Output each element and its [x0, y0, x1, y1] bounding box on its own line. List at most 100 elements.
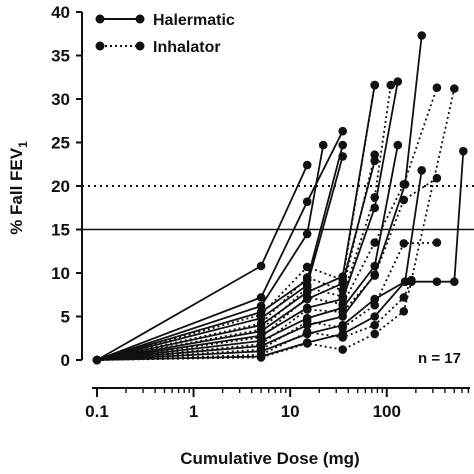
halermatic-point-3-2 [256, 301, 266, 311]
inhalator-point-7-4 [338, 333, 348, 342]
halermatic-line-8 [96, 81, 399, 361]
inhalator-point-7-3 [302, 327, 312, 337]
halermatic-point-11-5 [370, 294, 380, 304]
y-tick-label-25: 25 [51, 134, 70, 153]
inhalator-line-7 [96, 88, 456, 361]
legend-marker-inhalator-2 [135, 41, 145, 51]
halermatic-point-12-7 [432, 277, 442, 287]
inhalator-point-8-1 [92, 355, 102, 365]
inhalator-point-3-4 [338, 292, 348, 301]
y-tick-label-30: 30 [51, 90, 70, 109]
inhalator-line-4 [96, 87, 438, 361]
series-inhalator [92, 80, 459, 365]
halermatic-point-12-8 [450, 277, 459, 287]
x-tick-label-0.1: 0.1 [85, 402, 109, 421]
inhalator-point-2-5 [370, 150, 380, 159]
y-tick-label-10: 10 [51, 264, 70, 283]
inhalator-line-2 [96, 154, 376, 361]
inhalator-point-3-6 [386, 80, 396, 90]
y-axis-title-main: % Fall FEV [7, 147, 26, 235]
y-axis-title: % Fall FEV1 [7, 141, 30, 235]
inhalator-point-6-6 [399, 239, 409, 248]
halermatic-point-2-2 [256, 293, 266, 302]
inhalator-point-5-6 [399, 195, 409, 205]
inhalator-point-4-4 [338, 300, 348, 309]
inhalator-point-8-2 [256, 353, 266, 362]
x-tick-label-100: 100 [373, 402, 401, 421]
inhalator-point-3-2 [256, 325, 266, 334]
y-tick-label-5: 5 [61, 308, 70, 327]
legend-marker-halermatic-2 [135, 14, 145, 24]
halermatic-point-3-3 [302, 229, 312, 239]
halermatic-point-4-4 [338, 140, 348, 150]
series-halermatic [92, 31, 468, 365]
inhalator-point-7-6 [399, 293, 409, 302]
inhalator-point-4-6 [399, 180, 409, 189]
halermatic-point-11-7 [417, 166, 427, 175]
halermatic-line-5 [96, 156, 344, 361]
halermatic-point-2-3 [302, 197, 312, 206]
inhalator-point-4-3 [302, 293, 312, 302]
series-layer [92, 31, 468, 365]
halermatic-point-1-3 [302, 160, 312, 170]
y-tick-label-20: 20 [51, 177, 70, 196]
inhalator-point-4-2 [256, 333, 266, 342]
inhalator-point-1-3 [302, 262, 312, 272]
inhalator-point-8-3 [302, 339, 312, 348]
inhalator-point-1-4 [338, 275, 348, 285]
halermatic-line-2 [96, 130, 344, 361]
halermatic-point-3-4 [318, 140, 328, 150]
inhalator-point-8-5 [370, 329, 380, 339]
inhalator-point-5-4 [338, 307, 348, 317]
legend-marker-inhalator-1 [95, 41, 105, 51]
inhalator-point-8-4 [338, 345, 348, 354]
legend: Halermatic Inhalator [95, 12, 235, 56]
sample-size-annotation: n = 17 [418, 350, 461, 367]
halermatic-point-8-6 [393, 77, 403, 86]
inhalator-point-6-7 [432, 238, 442, 247]
inhalator-point-5-3 [302, 305, 312, 314]
halermatic-point-1-2 [256, 261, 266, 271]
y-tick-label-40: 40 [51, 3, 70, 22]
x-tick-label-1: 1 [189, 402, 198, 421]
halermatic-line-1 [96, 164, 309, 361]
halermatic-line-9 [96, 144, 399, 361]
x-axis-title: Cumulative Dose (mg) [180, 449, 359, 468]
inhalator-point-7-8 [450, 84, 459, 93]
halermatic-point-9-6 [393, 140, 403, 150]
inhalator-point-4-7 [432, 83, 442, 92]
halermatic-point-12-5 [370, 312, 380, 321]
inhalator-point-8-6 [399, 307, 409, 316]
inhalator-point-3-3 [302, 283, 312, 293]
x-tick-label-10: 10 [281, 402, 300, 421]
halermatic-point-7-5 [370, 156, 380, 166]
inhalator-point-6-5 [370, 300, 380, 310]
y-tick-label-0: 0 [61, 351, 70, 370]
halermatic-line-4 [96, 144, 344, 361]
inhalator-point-1-2 [256, 310, 266, 320]
y-tick-label-15: 15 [51, 221, 70, 240]
legend-marker-halermatic-1 [95, 14, 105, 24]
legend-label-inhalator: Inhalator [153, 39, 221, 56]
inhalator-point-8-7 [407, 277, 416, 287]
inhalator-point-7-5 [370, 320, 380, 330]
halermatic-line-3 [96, 144, 325, 361]
inhalator-point-6-3 [302, 317, 312, 327]
inhalator-point-1-5 [370, 80, 380, 90]
halermatic-point-2-4 [338, 126, 348, 136]
y-axis-title-subscript: 1 [16, 141, 30, 148]
inhalator-point-5-5 [370, 271, 380, 280]
halermatic-point-5-4 [338, 152, 348, 161]
inhalator-point-2-2 [256, 319, 266, 328]
inhalator-point-2-3 [302, 273, 312, 282]
inhalator-line-3 [96, 84, 392, 361]
inhalator-point-6-4 [338, 323, 348, 333]
inhalator-point-3-5 [370, 193, 380, 202]
halermatic-point-12-9 [459, 146, 468, 156]
inhalator-point-4-5 [370, 238, 380, 247]
axes: 0 5 10 15 20 25 30 35 40 0.1 1 10 100 [51, 3, 470, 421]
halermatic-point-10-7 [417, 31, 427, 40]
y-tick-label-35: 35 [51, 47, 70, 66]
legend-label-halermatic: Halermatic [153, 12, 235, 29]
